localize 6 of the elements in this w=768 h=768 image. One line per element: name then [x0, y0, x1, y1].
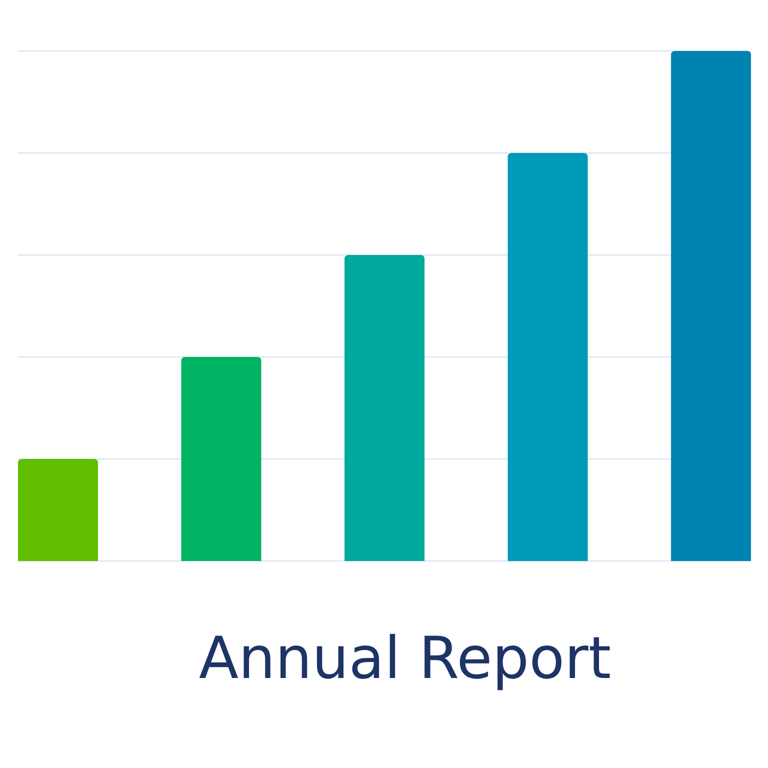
bar: [181, 357, 262, 561]
text: Annual Report: [198, 624, 612, 692]
bar: [344, 255, 424, 561]
bar: [18, 459, 98, 561]
bar: [508, 153, 588, 561]
bar: [671, 51, 751, 561]
